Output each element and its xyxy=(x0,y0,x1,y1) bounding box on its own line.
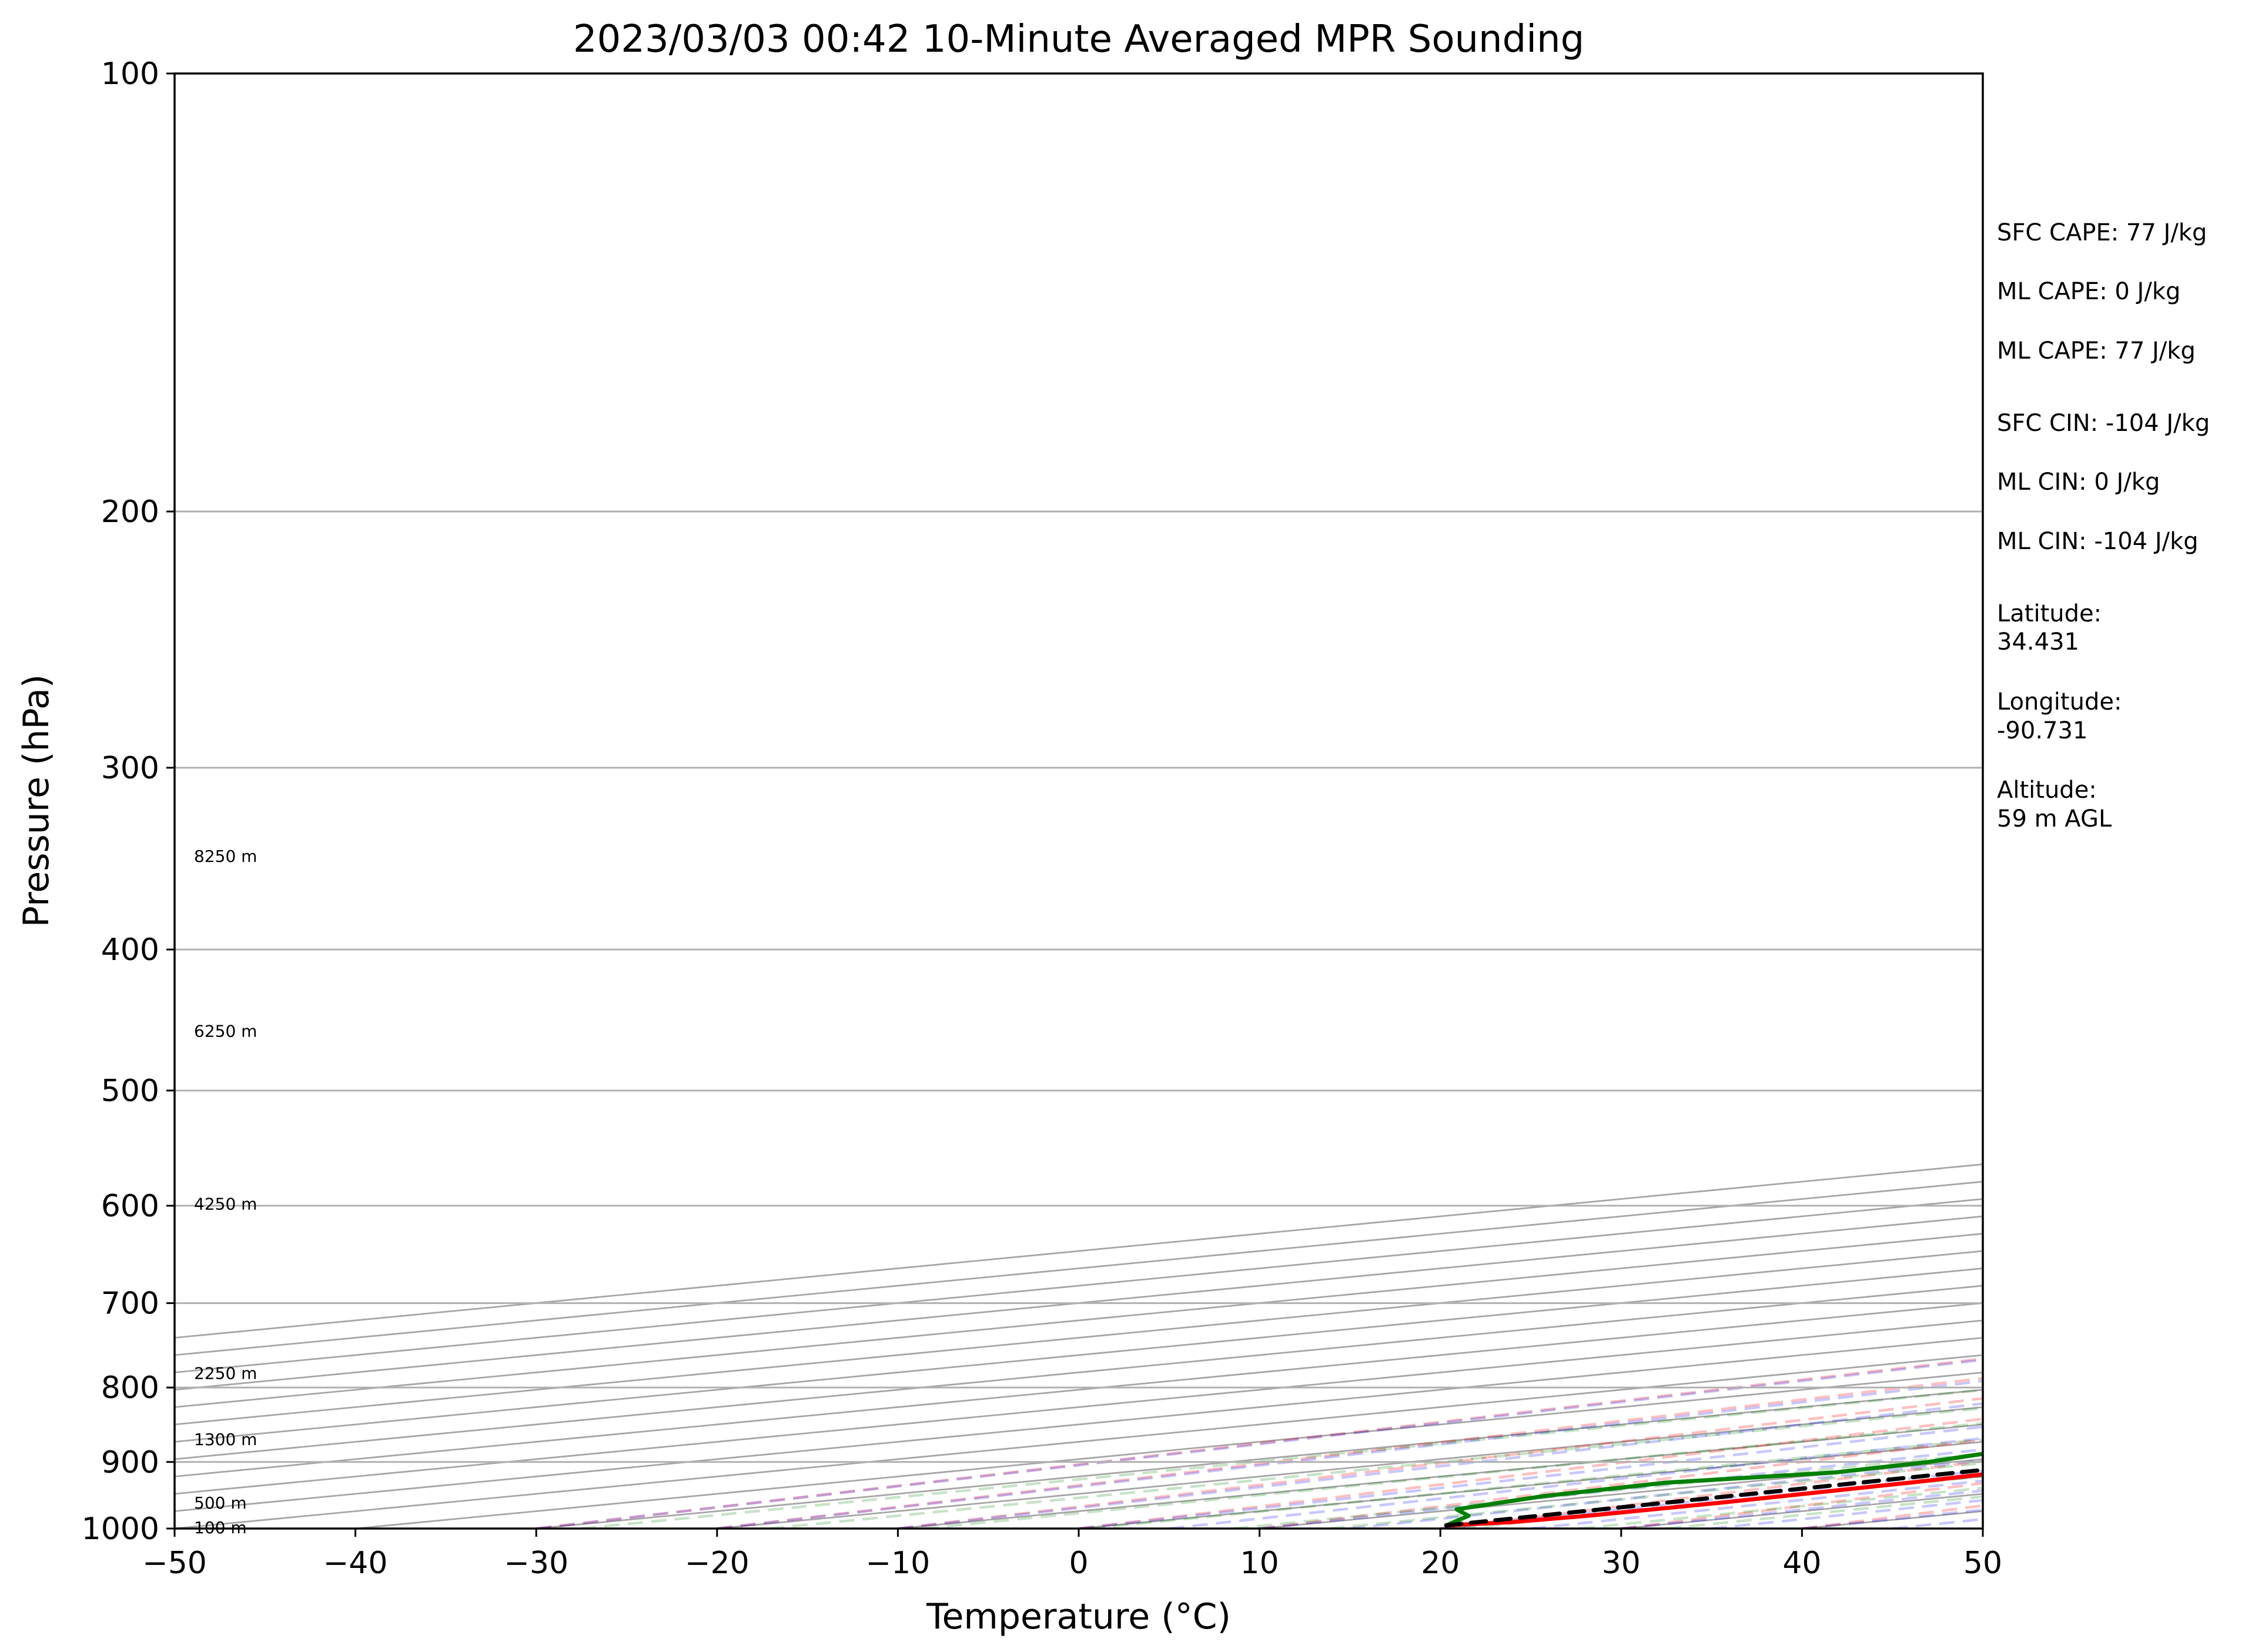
isotherm-line xyxy=(175,1198,1983,1373)
x-tick-label: 0 xyxy=(1069,1546,1088,1581)
sounding-stat-line: Altitude: xyxy=(1997,777,2097,804)
y-tick-label: 600 xyxy=(101,1189,159,1224)
x-tick-label: −30 xyxy=(504,1546,568,1581)
isotherm-line xyxy=(175,1215,1983,1391)
sounding-stat-line: -90.731 xyxy=(1997,717,2087,744)
x-tick-label: 20 xyxy=(1421,1546,1460,1581)
pressure-gridlines xyxy=(175,510,1983,1463)
x-tick-label: −20 xyxy=(685,1546,750,1581)
isotherm-line xyxy=(175,1163,1983,1339)
x-tick-label: −10 xyxy=(866,1546,931,1581)
isotherm-line xyxy=(175,1285,1983,1460)
height-labels: 8250 m 6250 m 4250 m 2250 m 1300 m 500 m 100 m xyxy=(194,847,257,1537)
height-label: 8250 m xyxy=(194,847,257,866)
x-tick-label: −40 xyxy=(323,1546,388,1581)
isotherm-line xyxy=(175,1233,1983,1408)
x-tick-label: 30 xyxy=(1602,1546,1641,1581)
sounding-stat-line: Longitude: xyxy=(1997,688,2122,715)
height-label: 6250 m xyxy=(194,1022,257,1041)
y-tick-label: 200 xyxy=(101,494,159,530)
sounding-profiles xyxy=(1444,1452,1983,1528)
mixing-ratio-line xyxy=(1329,1462,1983,1529)
y-axis-ticks: 1000 900 800 700 600 500 400 300 200 100 xyxy=(82,56,175,1547)
sounding-stat-line: SFC CAPE: 77 J/kg xyxy=(1997,219,2207,246)
sounding-stat-line: ML CAPE: 77 J/kg xyxy=(1997,337,2196,364)
height-label: 2250 m xyxy=(194,1364,257,1383)
height-label: 500 m xyxy=(194,1493,247,1513)
x-tick-label: 40 xyxy=(1782,1546,1821,1581)
moist-adiabat-line xyxy=(898,1402,1983,1529)
y-tick-label: 400 xyxy=(101,932,159,968)
plot-area xyxy=(175,73,1983,1529)
sounding-stat-line: SFC CIN: -104 J/kg xyxy=(1997,410,2210,437)
x-tick-label: −50 xyxy=(142,1546,207,1581)
chart-title: 2023/03/03 00:42 10-Minute Averaged MPR … xyxy=(573,18,1584,61)
height-label: 1300 m xyxy=(194,1430,257,1449)
y-tick-label: 500 xyxy=(101,1074,159,1109)
sounding-series-line xyxy=(1444,1452,1983,1528)
sounding-stat-line: ML CIN: 0 J/kg xyxy=(1997,469,2160,496)
x-tick-label: 10 xyxy=(1240,1546,1279,1581)
y-tick-label: 300 xyxy=(101,751,159,786)
sounding-stat-line: ML CIN: -104 J/kg xyxy=(1997,528,2199,555)
background-lines xyxy=(175,1163,1983,1529)
y-tick-label: 900 xyxy=(101,1445,159,1480)
sounding-stat-line: ML CAPE: 0 J/kg xyxy=(1997,278,2180,305)
x-axis-label: Temperature (°C) xyxy=(926,1596,1231,1637)
isotherm-line xyxy=(175,1250,1983,1426)
sounding-series-line xyxy=(1444,1472,1983,1528)
sounding-stat-line: Latitude: xyxy=(1997,600,2102,627)
isotherm-line xyxy=(175,1268,1983,1443)
dry-adiabat-line xyxy=(536,1357,1983,1529)
height-label: 4250 m xyxy=(194,1194,257,1213)
dry-adiabat-line xyxy=(898,1397,1983,1529)
height-label: 100 m xyxy=(194,1518,247,1537)
sounding-stat-line: 34.431 xyxy=(1997,628,2079,656)
isotherm-line xyxy=(175,1181,1983,1356)
y-tick-label: 800 xyxy=(101,1370,159,1406)
y-tick-label: 1000 xyxy=(82,1511,159,1547)
x-tick-label: 50 xyxy=(1963,1546,2002,1581)
y-axis-label: Pressure (hPa) xyxy=(16,674,57,927)
sounding-stats: SFC CAPE: 77 J/kg ML CAPE: 0 J/kg ML CAPE:… xyxy=(1997,219,2210,832)
y-tick-label: 100 xyxy=(101,56,159,92)
dry-adiabat-line xyxy=(1078,1417,1983,1529)
y-tick-label: 700 xyxy=(101,1286,159,1322)
x-axis-ticks: −50 −40 −30 −20 −10 0 10 20 30 40 50 xyxy=(142,1529,2002,1581)
sounding-stat-line: 59 m AGL xyxy=(1997,805,2112,832)
